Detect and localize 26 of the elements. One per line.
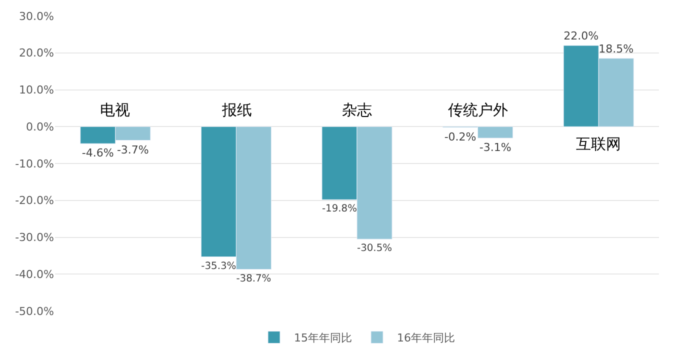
y-tick-label: -10.0% bbox=[15, 157, 54, 170]
y-tick-label: -40.0% bbox=[15, 268, 54, 281]
y-tick-label: -50.0% bbox=[15, 304, 54, 318]
x-tick-label: 报纸 bbox=[221, 101, 252, 119]
data-label: -30.5% bbox=[357, 243, 392, 254]
y-tick-label: -30.0% bbox=[15, 231, 54, 244]
x-tick-label: 电视 bbox=[100, 101, 130, 119]
data-label: -38.7% bbox=[236, 273, 272, 284]
y-tick-label: 10.0% bbox=[19, 84, 54, 97]
x-tick-label: 互联网 bbox=[576, 135, 621, 153]
data-label: -4.6% bbox=[82, 146, 114, 160]
data-label: -3.1% bbox=[479, 141, 512, 154]
x-tick-label: 传统户外 bbox=[448, 101, 508, 119]
y-tick-label: 30.0% bbox=[19, 10, 54, 23]
y-tick-label: 0.0% bbox=[26, 120, 54, 134]
x-tick-label: 杂志 bbox=[342, 101, 372, 119]
data-label: 22.0% bbox=[564, 30, 599, 42]
y-tick-label: -20.0% bbox=[15, 194, 54, 208]
data-label: 18.5% bbox=[598, 42, 634, 56]
y-tick-label: 20.0% bbox=[19, 46, 54, 60]
data-label: -3.7% bbox=[116, 143, 149, 156]
data-label: -0.2% bbox=[444, 130, 476, 144]
data-label: -19.8% bbox=[322, 204, 357, 215]
legend-label: 16年年同比 bbox=[397, 332, 455, 345]
legend-label: 15年年同比 bbox=[294, 332, 352, 345]
data-label: -35.3% bbox=[201, 260, 236, 272]
